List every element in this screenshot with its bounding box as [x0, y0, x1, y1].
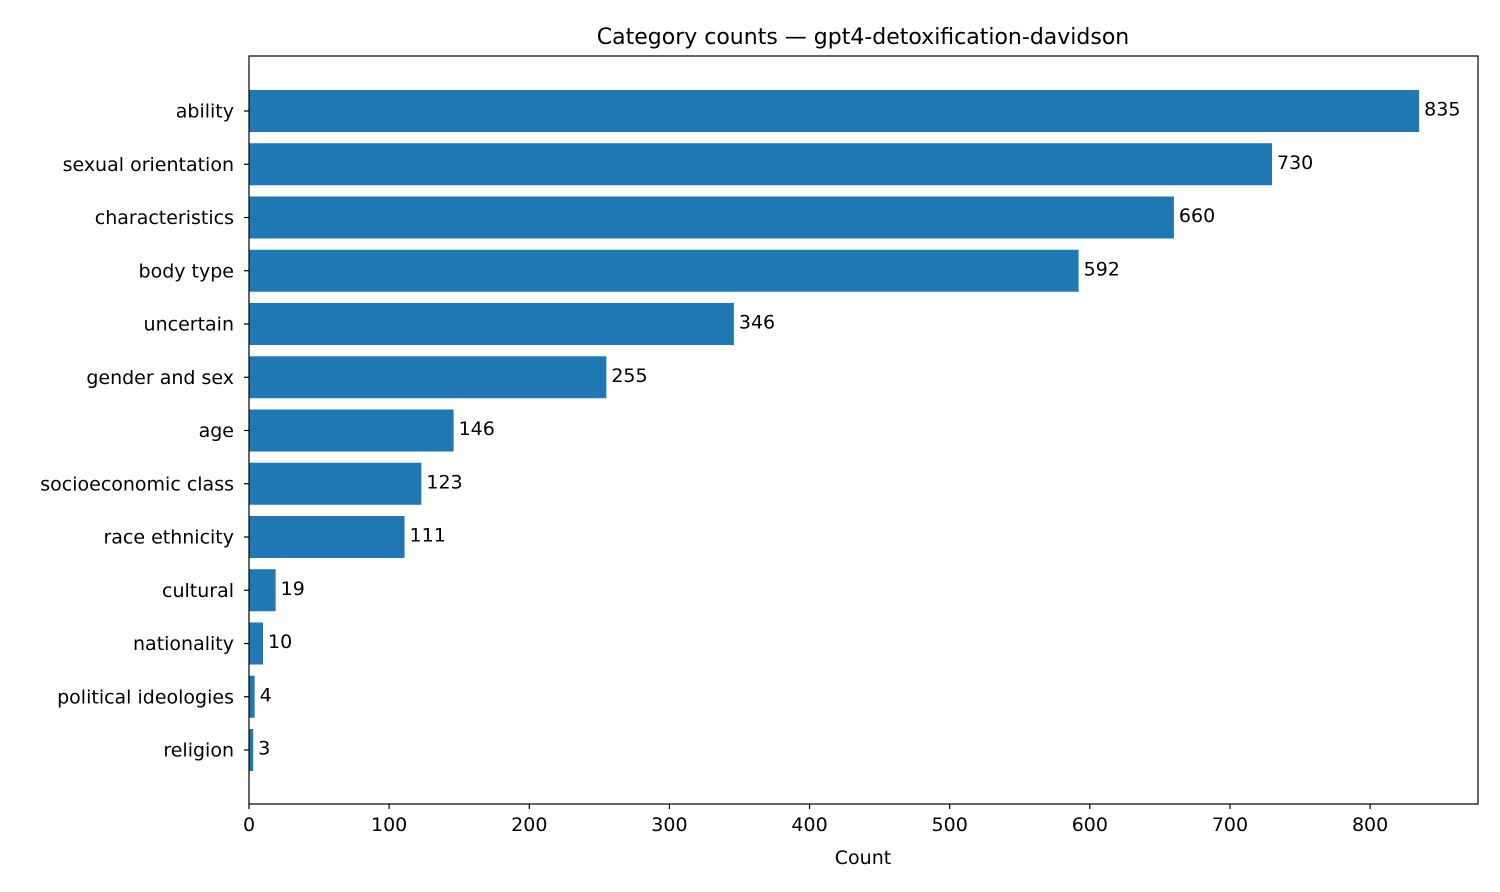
- bar: [249, 196, 1174, 239]
- value-label: 3: [258, 738, 270, 760]
- category-label: uncertain: [144, 314, 234, 336]
- x-axis-title: Count: [835, 847, 891, 869]
- category-label: socioeconomic class: [40, 473, 234, 495]
- category-label: race ethnicity: [103, 527, 234, 549]
- bar: [249, 675, 255, 718]
- x-tick-label: 100: [371, 814, 407, 836]
- y-axis: ability sexual orientation characteristics…: [40, 101, 249, 762]
- x-tick-label: 0: [243, 814, 255, 836]
- x-tick-label: 400: [791, 814, 827, 836]
- category-label: characteristics: [95, 207, 234, 229]
- value-label: 4: [260, 684, 272, 706]
- value-label: 346: [739, 312, 775, 334]
- chart-title: Category counts — gpt4-detoxification-da…: [597, 25, 1129, 50]
- x-tick-label: 500: [932, 814, 968, 836]
- bar: [249, 356, 607, 399]
- x-tick-label: 200: [511, 814, 547, 836]
- bar: [249, 622, 264, 665]
- category-label: cultural: [162, 580, 234, 602]
- value-label: 592: [1084, 258, 1120, 280]
- value-label: 19: [281, 578, 305, 600]
- value-label: 730: [1277, 152, 1313, 174]
- bar: [249, 303, 734, 345]
- category-label: religion: [163, 740, 234, 762]
- category-label: gender and sex: [86, 367, 234, 389]
- category-label: age: [199, 420, 234, 442]
- value-label: 146: [459, 418, 495, 440]
- bar: [249, 569, 276, 612]
- x-tick-label: 600: [1072, 814, 1108, 836]
- bar: [249, 249, 1079, 292]
- value-label: 835: [1424, 99, 1460, 121]
- plot-frame: [248, 55, 1479, 805]
- category-label: sexual orientation: [63, 154, 234, 176]
- x-axis: 0 100 200 300 400 500 600 700 800: [243, 804, 1388, 836]
- category-label: nationality: [133, 633, 234, 655]
- value-label: 10: [268, 631, 292, 653]
- value-label: 660: [1179, 205, 1215, 227]
- bar: [249, 143, 1272, 186]
- category-label: political ideologies: [57, 686, 234, 708]
- bar: [249, 90, 1420, 132]
- category-label: body type: [139, 260, 234, 282]
- x-tick-label: 300: [651, 814, 687, 836]
- value-label: 111: [410, 525, 446, 547]
- value-label: 255: [611, 365, 647, 387]
- value-label: 123: [426, 471, 462, 493]
- bar: [249, 516, 405, 558]
- x-tick-label: 700: [1212, 814, 1248, 836]
- x-tick-label: 800: [1352, 814, 1388, 836]
- category-label: ability: [176, 101, 234, 123]
- bars: 835 730 660 592 346 255 146 123 111 19 10 4 3: [249, 90, 1460, 771]
- bar: [249, 729, 254, 771]
- bar: [249, 409, 454, 452]
- bar: [249, 462, 422, 505]
